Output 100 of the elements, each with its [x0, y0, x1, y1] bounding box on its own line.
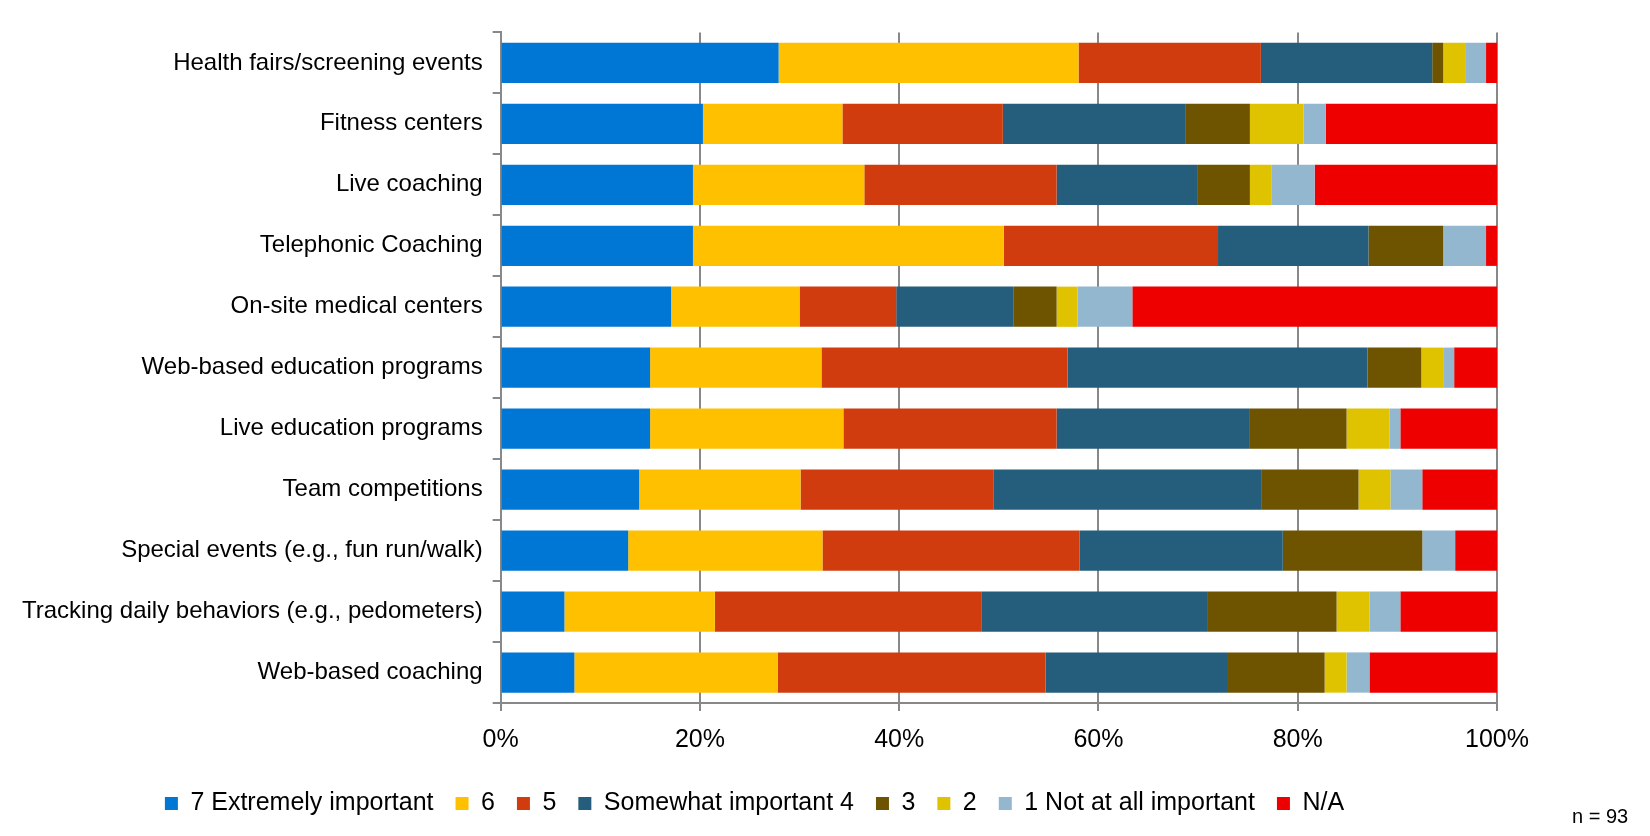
bar — [1077, 286, 1133, 327]
y-tick-label: Team competitions — [282, 474, 483, 502]
x-tick-label: 20% — [674, 723, 725, 752]
bar — [1056, 408, 1250, 449]
bar — [1324, 652, 1347, 693]
x-tick-label: 60% — [1073, 723, 1124, 752]
y-tick-label: Fitness centers — [319, 108, 483, 136]
bar — [1432, 42, 1444, 83]
bar — [1185, 103, 1250, 144]
bar — [1045, 652, 1228, 693]
legend-label: 2 — [962, 787, 977, 816]
bar — [800, 469, 994, 510]
bar — [1443, 225, 1487, 266]
y-tick-label: Special events (e.g., fun run/walk) — [121, 535, 483, 563]
bar — [714, 591, 982, 632]
bar — [1465, 42, 1487, 83]
x-tick-label: 80% — [1272, 723, 1323, 752]
bar — [842, 103, 1003, 144]
legend-label: 5 — [542, 787, 557, 816]
bar — [981, 591, 1208, 632]
bar — [1358, 469, 1391, 510]
y-tick-label: Tracking daily behaviors (e.g., pedometers) — [22, 596, 483, 624]
bar — [1400, 591, 1497, 632]
bar — [501, 652, 575, 693]
legend-label: 6 — [481, 787, 495, 816]
bar — [501, 164, 693, 205]
bar — [1067, 347, 1368, 388]
y-tick-label: On-site medical centers — [230, 291, 483, 319]
bar — [1197, 164, 1250, 205]
legend-label: 3 — [901, 787, 916, 816]
bar — [650, 347, 822, 388]
y-tick-label: Live education programs — [219, 413, 483, 441]
bar — [1249, 164, 1272, 205]
bar — [1367, 347, 1422, 388]
bar — [821, 347, 1068, 388]
bar — [628, 530, 823, 571]
bar — [777, 652, 1046, 693]
bar — [671, 286, 800, 327]
bar — [501, 591, 565, 632]
y-tick-label: Web-based coaching — [257, 657, 483, 685]
bar — [1013, 286, 1057, 327]
legend-label: Somewhat important 4 — [603, 787, 855, 816]
bar — [1078, 42, 1261, 83]
bar — [1002, 103, 1186, 144]
bar — [1390, 469, 1423, 510]
bar — [1056, 286, 1078, 327]
bar — [1346, 652, 1370, 693]
bar — [799, 286, 897, 327]
legend-label: N/A — [1302, 787, 1345, 816]
bar — [501, 286, 672, 327]
bar — [692, 225, 1004, 266]
bar — [843, 408, 1057, 449]
bar — [501, 103, 703, 144]
bar — [1369, 652, 1497, 693]
bar — [1346, 408, 1390, 449]
bar — [1336, 591, 1370, 632]
bar — [1325, 103, 1497, 144]
x-tick-label: 40% — [874, 723, 925, 752]
bar — [1249, 103, 1304, 144]
bar — [1369, 591, 1401, 632]
legend-label: 1 Not at all important — [1024, 787, 1255, 816]
bar — [1207, 591, 1337, 632]
bar — [501, 469, 640, 510]
bar — [692, 164, 865, 205]
bar — [1389, 408, 1401, 449]
bar — [1079, 530, 1283, 571]
bar — [1249, 408, 1347, 449]
y-tick-label: Live coaching — [335, 169, 483, 197]
y-tick-label: Health fairs/screening events — [173, 47, 483, 75]
bar — [778, 42, 1079, 83]
bar — [1421, 347, 1444, 388]
text: n = 93 — [1572, 804, 1629, 827]
bar — [1303, 103, 1326, 144]
bar — [993, 469, 1262, 510]
bar — [1282, 530, 1423, 571]
x-tick-label: 100% — [1465, 723, 1529, 752]
bar — [1260, 42, 1433, 83]
bar — [501, 347, 651, 388]
bar — [501, 408, 651, 449]
bar — [1368, 225, 1444, 266]
bar — [1422, 469, 1497, 510]
bar — [501, 530, 629, 571]
bar — [864, 164, 1057, 205]
bar — [702, 103, 843, 144]
bar — [1314, 164, 1497, 205]
bar — [1261, 469, 1359, 510]
bar — [1271, 164, 1315, 205]
bar — [822, 530, 1080, 571]
y-tick-label: Web-based education programs — [141, 352, 483, 380]
bar — [1003, 225, 1219, 266]
bar — [1486, 225, 1497, 266]
bar — [1486, 42, 1497, 83]
bar — [639, 469, 801, 510]
bar — [1400, 408, 1497, 449]
bar — [650, 408, 844, 449]
bar — [1056, 164, 1198, 205]
x-tick-label: 0% — [482, 723, 519, 752]
legend-label: 7 Extremely important — [190, 787, 434, 816]
bar — [1422, 530, 1456, 571]
bar — [1443, 347, 1455, 388]
